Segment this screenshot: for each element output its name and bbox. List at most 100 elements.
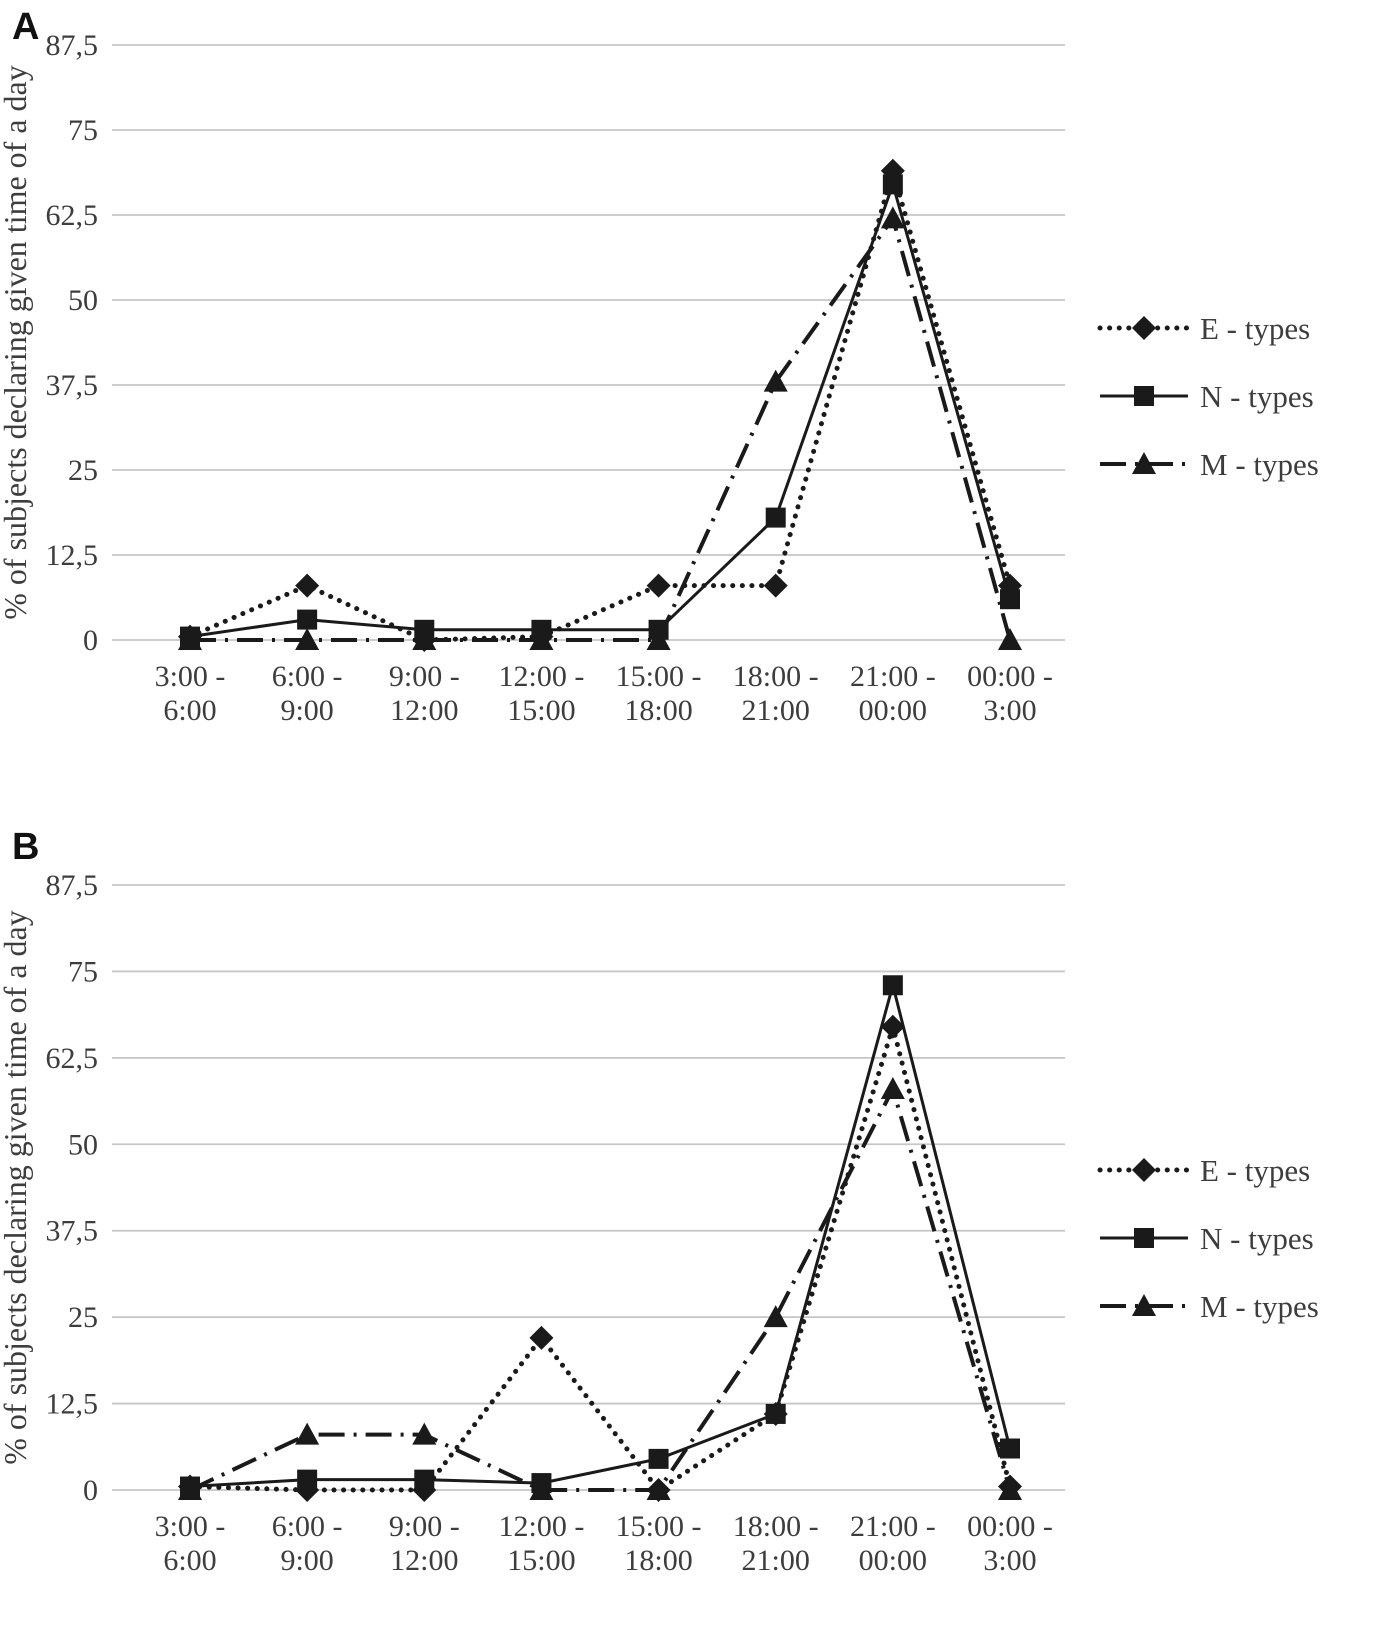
y-tick-labels: 87,5 75 62,5 50 37,5 25 12,5 0 <box>46 29 99 657</box>
triangle-marker <box>178 628 202 650</box>
x-tick-label: 3:00 -6:00 <box>155 660 226 727</box>
series-line-n-types <box>189 179 1012 639</box>
legend: E - types N - types M - types <box>1097 1153 1319 1324</box>
gridlines <box>112 44 1065 641</box>
y-tick-label: 50 <box>68 1128 98 1161</box>
y-axis-title: % of subjects declaring given time of a … <box>0 910 33 1464</box>
triangle-marker <box>529 1478 554 1500</box>
legend-label-n-types: N - types <box>1200 1221 1314 1256</box>
triangle-marker <box>880 1076 905 1099</box>
triangle-marker <box>412 628 437 650</box>
series-line-m-types <box>189 1083 1012 1492</box>
legend-item-n-types: N - types <box>1100 1221 1314 1256</box>
square-marker <box>882 975 903 996</box>
triangle-marker <box>763 1305 788 1328</box>
legend-label-e-types: E - types <box>1200 1153 1310 1188</box>
diamond-marker <box>295 573 320 598</box>
series-m-types <box>178 1076 1022 1500</box>
x-tick-label: 21:00 -00:00 <box>850 1510 936 1577</box>
x-tick-label: 9:00 -12:00 <box>389 1510 460 1577</box>
series-line-e-types <box>187 161 1013 643</box>
square-marker <box>297 609 318 630</box>
y-tick-label: 87,5 <box>46 29 99 62</box>
legend-item-n-types: N - types <box>1100 379 1314 414</box>
y-tick-label: 0 <box>83 1474 98 1507</box>
legend-triangle-marker <box>1132 1294 1156 1316</box>
x-tick-label: 15:00 -18:00 <box>616 1510 702 1577</box>
square-marker <box>414 1469 435 1490</box>
y-tick-label: 25 <box>68 1301 98 1334</box>
series-line-n-types <box>189 979 1012 1489</box>
legend-label-m-types: M - types <box>1200 447 1319 482</box>
series-line-m-types <box>190 213 1012 642</box>
x-tick-label: 18:00 -21:00 <box>733 1510 819 1577</box>
square-marker <box>648 1448 669 1469</box>
panel-b-label: B <box>12 826 40 868</box>
triangle-marker <box>412 1422 437 1445</box>
diamond-marker <box>880 1014 905 1039</box>
legend: E - types N - types M - types <box>1097 311 1319 482</box>
y-tick-label: 75 <box>68 955 98 988</box>
diamond-marker <box>529 1325 554 1350</box>
y-tick-label: 62,5 <box>46 199 99 232</box>
y-tick-label: 12,5 <box>46 539 99 572</box>
y-tick-labels: 87,5 75 62,5 50 37,5 25 12,5 0 <box>46 869 99 1507</box>
y-tick-label: 50 <box>68 284 98 317</box>
x-tick-label: 3:00 -6:00 <box>155 1510 226 1577</box>
panel-b: B 87,5 75 62,5 50 37,5 25 12,5 0 3:00 -6:00 6:00 … <box>0 812 1392 1639</box>
diamond-marker <box>646 573 671 598</box>
panel-a: A 87,5 75 62,5 50 37,5 25 12,5 0 3:00 -6:00 6:00 … <box>0 0 1392 812</box>
triangle-marker <box>646 1478 671 1500</box>
triangle-marker <box>646 628 671 650</box>
square-marker <box>297 1469 318 1490</box>
legend-square-marker <box>1134 386 1154 406</box>
triangle-marker <box>529 628 554 650</box>
y-tick-label: 87,5 <box>46 869 99 902</box>
legend-item-e-types: E - types <box>1097 1153 1310 1188</box>
triangle-marker <box>763 369 788 392</box>
y-tick-label: 12,5 <box>46 1388 99 1421</box>
square-marker <box>1000 1438 1020 1459</box>
x-tick-label: 18:00 -21:00 <box>733 660 819 727</box>
square-marker <box>765 507 786 528</box>
legend-label-n-types: N - types <box>1200 379 1314 414</box>
diamond-marker <box>763 573 788 598</box>
legend-label-m-types: M - types <box>1200 1289 1319 1324</box>
y-tick-label: 75 <box>68 114 98 147</box>
x-tick-labels: 3:00 -6:00 6:00 -9:00 9:00 -12:00 12:00 -15… <box>155 1510 1053 1577</box>
y-tick-label: 62,5 <box>46 1042 99 1075</box>
series-line-e-types <box>187 1017 1013 1494</box>
x-tick-label: 21:00 -00:00 <box>850 660 936 727</box>
y-axis-title: % of subjects declaring given time of a … <box>0 65 33 619</box>
x-tick-label: 00:00 -3:00 <box>967 660 1053 727</box>
x-tick-label: 12:00 -15:00 <box>499 660 585 727</box>
x-tick-label: 6:00 -9:00 <box>272 1510 343 1577</box>
legend-square-marker <box>1134 1228 1154 1248</box>
square-marker <box>1000 589 1020 610</box>
legend-item-e-types: E - types <box>1097 311 1310 346</box>
x-tick-label: 00:00 -3:00 <box>967 1510 1053 1577</box>
triangle-marker <box>880 206 905 229</box>
square-marker <box>882 174 903 195</box>
legend-item-m-types: M - types <box>1100 1289 1319 1324</box>
triangle-marker <box>998 628 1022 650</box>
y-tick-label: 37,5 <box>46 1215 99 1248</box>
series-n-types <box>180 975 1020 1497</box>
x-tick-label: 12:00 -15:00 <box>499 1510 585 1577</box>
panel-a-label: A <box>12 6 40 48</box>
triangle-marker <box>178 1478 202 1500</box>
legend-label-e-types: E - types <box>1200 311 1310 346</box>
x-tick-labels: 3:00 -6:00 6:00 -9:00 9:00 -12:00 12:00 -15… <box>155 660 1053 727</box>
legend-diamond-marker <box>1132 316 1156 340</box>
legend-diamond-marker <box>1132 1158 1156 1182</box>
legend-triangle-marker <box>1132 452 1156 474</box>
series-m-types <box>178 206 1022 650</box>
chart-b: 87,5 75 62,5 50 37,5 25 12,5 0 3:00 -6:00 6:00 -9… <box>0 869 1319 1577</box>
square-marker <box>765 1403 786 1424</box>
y-tick-label: 0 <box>83 624 98 657</box>
chart-a: 87,5 75 62,5 50 37,5 25 12,5 0 3:00 -6:00 6:00 -9… <box>0 29 1319 727</box>
x-tick-label: 15:00 -18:00 <box>616 660 702 727</box>
y-tick-label: 25 <box>68 454 98 487</box>
legend-item-m-types: M - types <box>1100 447 1319 482</box>
